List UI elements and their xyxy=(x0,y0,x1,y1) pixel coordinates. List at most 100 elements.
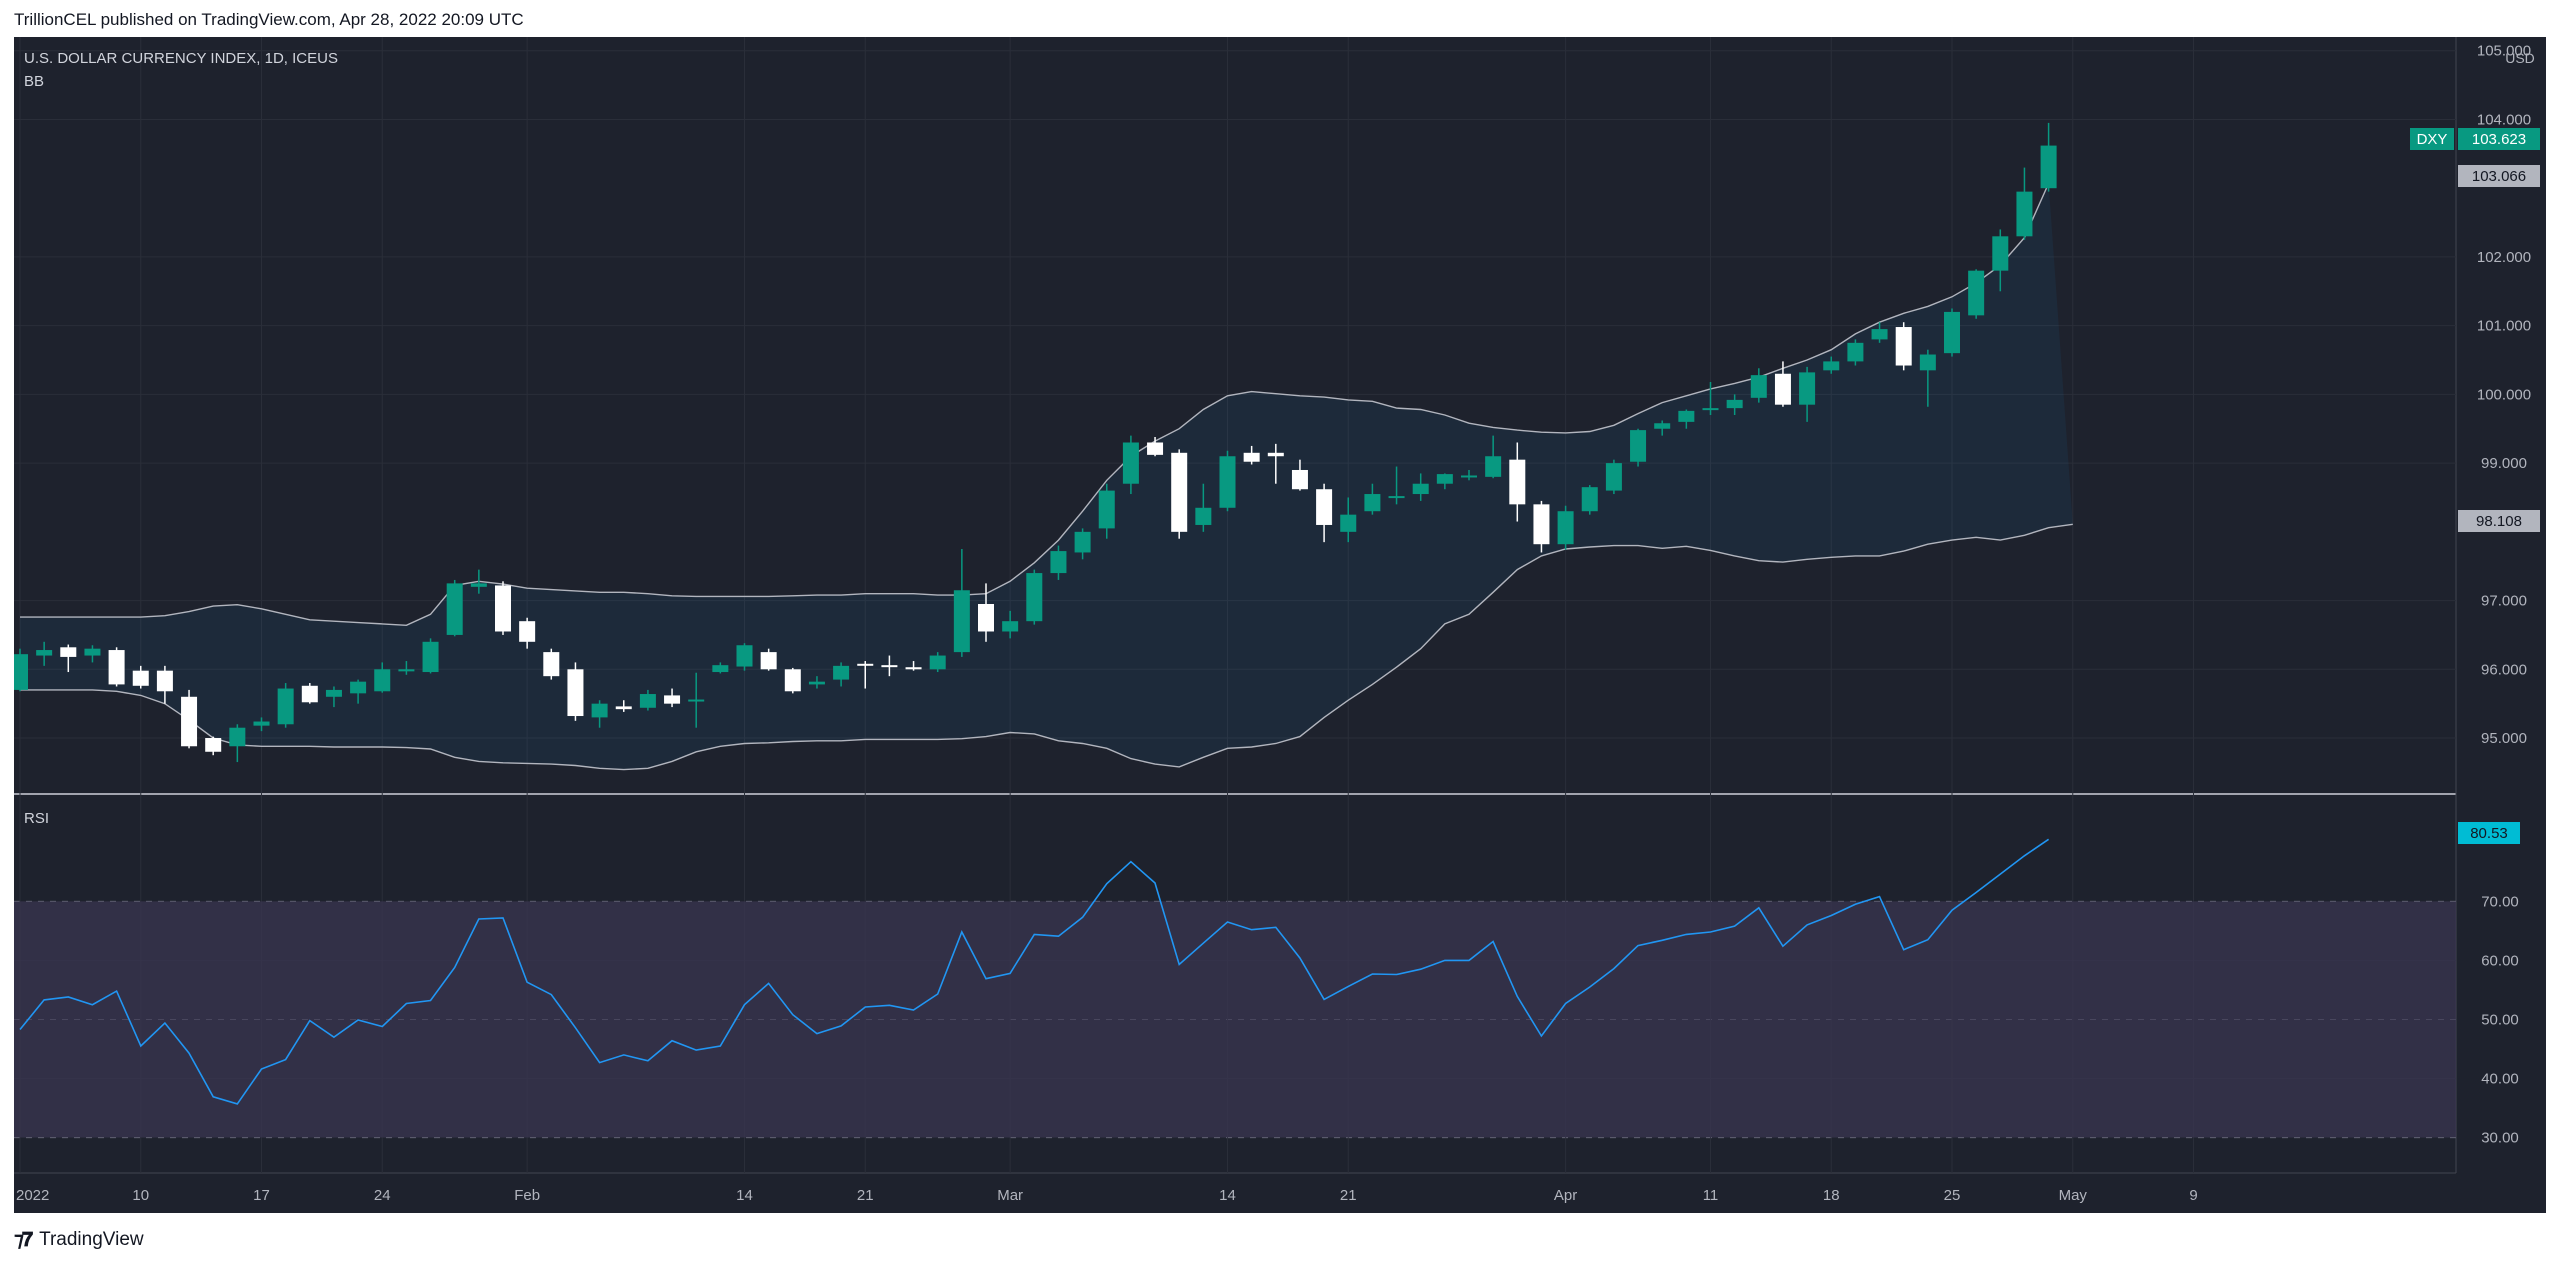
candle-body xyxy=(760,652,777,670)
candle-body xyxy=(808,681,825,685)
time-tick-label: 2022 xyxy=(16,1187,49,1204)
candle-body xyxy=(1098,490,1115,529)
candle-body xyxy=(132,670,149,686)
upper-band-label-box xyxy=(2458,165,2540,187)
candle-body xyxy=(978,604,994,632)
candle-body xyxy=(664,695,681,704)
candle-body xyxy=(1630,430,1647,462)
rsi-tick-label: 70.00 xyxy=(2481,893,2519,910)
candle-body xyxy=(784,669,801,692)
candle-body xyxy=(36,650,53,656)
time-tick-label: 21 xyxy=(857,1187,874,1204)
rsi-pane-title: RSI xyxy=(24,810,49,827)
candle-body xyxy=(374,669,391,692)
rsi-band-fill xyxy=(14,901,2456,1138)
candle-body xyxy=(108,650,125,685)
time-tick-label: Mar xyxy=(997,1187,1023,1204)
candle-body xyxy=(1992,236,2009,271)
time-tick-label: 25 xyxy=(1944,1187,1961,1204)
candle-body xyxy=(1171,452,1188,532)
rsi-polyline xyxy=(19,838,2050,1105)
time-axis-ticks: 2022 10 17 24 Feb 14 21 Mar 14 21 Apr 11 18 25 May 9 xyxy=(16,1187,2198,1204)
tradingview-logo-icon: ⁊𝟕 xyxy=(14,1229,33,1251)
price-label-box xyxy=(2458,128,2540,150)
candle-body xyxy=(277,688,294,725)
candle-body xyxy=(1774,373,1791,405)
candle-body xyxy=(1750,375,1767,398)
currency-label: USD xyxy=(2505,50,2535,66)
candle-body xyxy=(1243,452,1260,462)
candle-body xyxy=(1871,329,1888,340)
price-axis-bg xyxy=(2456,37,2546,1173)
time-tick-label: May xyxy=(2059,1187,2088,1204)
candle-body xyxy=(84,648,101,656)
candle-body xyxy=(1823,361,1840,371)
upper-band-label: 103.066 xyxy=(2458,165,2540,187)
candle-body xyxy=(1364,494,1381,512)
candle-body xyxy=(1147,442,1164,455)
bb-indicator-label[interactable]: BB xyxy=(24,73,44,90)
lower-band-label-text: 98.108 xyxy=(2476,513,2522,530)
price-tick-label: 100.000 xyxy=(2477,386,2531,403)
candle-body xyxy=(1726,399,1743,409)
candle-body xyxy=(1919,354,1936,371)
candle-body xyxy=(12,654,28,690)
candle-body xyxy=(833,665,850,680)
tradingview-footer[interactable]: ⁊𝟕 TradingView xyxy=(14,1227,144,1252)
candle-body xyxy=(495,585,511,632)
candle-body xyxy=(1026,573,1043,622)
price-label-text: 103.623 xyxy=(2472,131,2526,148)
chart-frame: 105.000 104.000 102.000 101.000 100.000 99.00… xyxy=(12,37,2546,1213)
candle-body xyxy=(156,670,173,692)
rsi-axis-ticks: 70.00 60.00 50.00 40.00 30.00 xyxy=(2481,893,2519,1146)
lower-band-label-box xyxy=(2458,510,2540,532)
rsi-band xyxy=(14,901,2456,1138)
rsi-value-label: 80.53 xyxy=(2458,822,2520,844)
candle-body xyxy=(1509,459,1526,505)
candle-body xyxy=(1050,551,1067,574)
candle-body xyxy=(1267,452,1284,457)
candle-body xyxy=(1219,456,1236,508)
candle-body xyxy=(639,694,656,708)
time-tick-label: Feb xyxy=(514,1187,540,1204)
symbol-label-text: DXY xyxy=(2417,131,2448,148)
rsi-tick-label: 30.00 xyxy=(2481,1130,2519,1147)
price-axis-ticks: 105.000 104.000 102.000 101.000 100.000 99.00… xyxy=(2477,43,2531,747)
candle-body xyxy=(519,621,536,642)
rsi-tick-label: 40.00 xyxy=(2481,1071,2519,1088)
bb-lower-line xyxy=(20,523,2073,771)
candle-body xyxy=(1436,474,1453,484)
candle-body xyxy=(1074,531,1091,553)
rsi-line xyxy=(19,838,2050,1105)
candle-body xyxy=(1895,327,1912,366)
candle-body xyxy=(591,703,608,718)
candle-body xyxy=(567,669,584,717)
rsi-value-label-box xyxy=(2458,822,2520,844)
candle-body xyxy=(446,583,463,635)
time-tick-label: 24 xyxy=(374,1187,391,1204)
time-tick-label: 11 xyxy=(1703,1187,1719,1204)
rsi-value-label-text: 80.53 xyxy=(2470,825,2508,842)
candle-body xyxy=(1002,621,1019,632)
candle-body xyxy=(1291,469,1308,490)
last-price-label: DXY 103.623 xyxy=(2410,128,2540,150)
candle-body xyxy=(350,681,367,694)
candle-body xyxy=(881,665,898,668)
time-tick-label: 14 xyxy=(1219,1187,1236,1204)
candle-body xyxy=(1122,442,1139,484)
candle-body xyxy=(615,706,632,710)
price-tick-label: 96.000 xyxy=(2481,661,2527,678)
candle-body xyxy=(1654,423,1671,429)
candle-body xyxy=(1581,487,1598,512)
price-tick-label: 101.000 xyxy=(2477,318,2531,335)
candle-body xyxy=(1557,511,1574,545)
candle-body xyxy=(857,663,874,666)
chart-canvas[interactable]: 105.000 104.000 102.000 101.000 100.000 99.00… xyxy=(12,37,2546,1213)
candle-body xyxy=(688,699,705,702)
time-tick-label: 21 xyxy=(1340,1187,1357,1204)
candle-body xyxy=(953,590,970,653)
footer-logo-text: TradingView xyxy=(39,1228,144,1250)
candle-body xyxy=(229,727,246,747)
lower-band-label: 98.108 xyxy=(2458,510,2540,532)
candle-body xyxy=(422,641,439,673)
